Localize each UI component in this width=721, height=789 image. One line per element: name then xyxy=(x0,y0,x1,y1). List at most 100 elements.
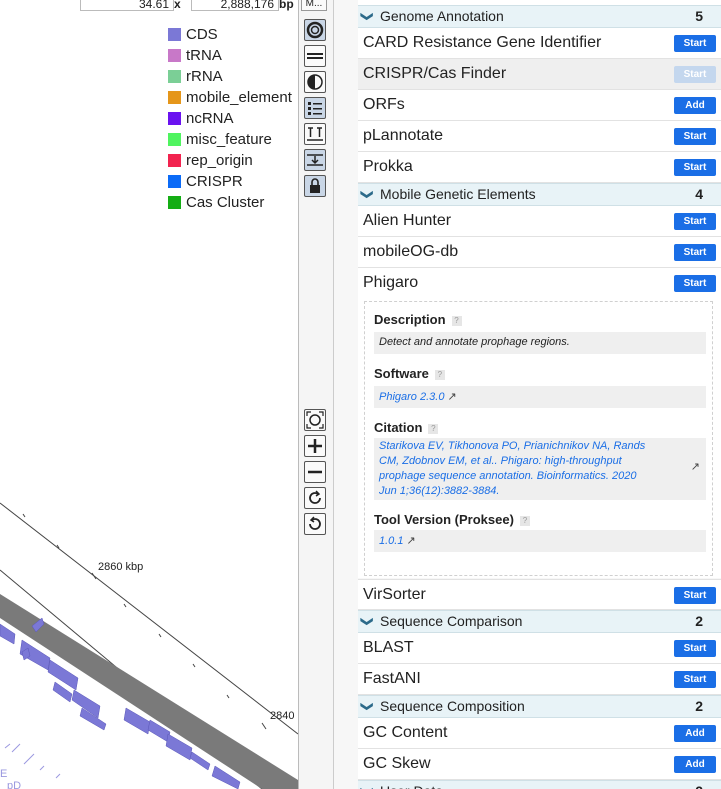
legend-label: CDS xyxy=(186,26,218,43)
start-button[interactable]: Start xyxy=(674,587,716,604)
citation-line[interactable]: Jun 1;36(12):3882-3884. xyxy=(379,485,500,497)
section-header-mobile-genetic-elements[interactable]: ❯ Mobile Genetic Elements 4 xyxy=(358,183,721,206)
legend-item-trna[interactable]: tRNA xyxy=(168,45,292,66)
section-title: Sequence Composition xyxy=(380,698,525,714)
tool-row-phigaro: Phigaro Start xyxy=(358,268,721,299)
legend-item-mobile-element[interactable]: mobile_element xyxy=(168,87,292,108)
zoom-out-icon[interactable] xyxy=(304,461,326,483)
lock-icon[interactable] xyxy=(304,175,326,197)
add-button[interactable]: Add xyxy=(674,725,716,742)
tool-row-fastani: FastANI Start xyxy=(358,664,721,695)
tool-row-plannotate: pLannotate Start xyxy=(358,121,721,152)
linear-format-icon[interactable] xyxy=(304,45,326,67)
map-toolbar: M... xyxy=(299,0,334,789)
zoom-field[interactable]: 34.61 xyxy=(80,0,174,11)
description-heading: Description? xyxy=(374,312,462,327)
tool-version-heading: Tool Version (Proksee)? xyxy=(374,512,530,527)
legend-label: Cas Cluster xyxy=(186,194,265,211)
genome-map-graphic xyxy=(0,502,298,789)
chevron-down-icon: ❯ xyxy=(360,701,375,712)
start-button[interactable]: Start xyxy=(674,244,716,261)
section-header-sequence-comparison[interactable]: ❯ Sequence Comparison 2 xyxy=(358,610,721,633)
start-button-disabled: Start xyxy=(674,66,716,83)
move-track-icon[interactable] xyxy=(304,149,326,171)
add-button[interactable]: Add xyxy=(674,756,716,773)
position-field[interactable]: 2,888,176 xyxy=(191,0,279,11)
add-button[interactable]: Add xyxy=(674,97,716,114)
section-header-sequence-composition[interactable]: ❯ Sequence Composition 2 xyxy=(358,695,721,718)
tool-row-card: CARD Resistance Gene Identifier Start xyxy=(358,28,721,59)
tool-row-mobileog-db: mobileOG-db Start xyxy=(358,237,721,268)
start-button[interactable]: Start xyxy=(674,275,716,292)
external-link-icon[interactable]: ↗ xyxy=(406,535,416,547)
external-link-icon[interactable]: ↗ xyxy=(690,461,700,473)
legend-label: ncRNA xyxy=(186,110,234,127)
help-icon[interactable]: ? xyxy=(451,316,462,326)
legend-swatch xyxy=(168,112,181,125)
citation-line[interactable]: CM, Zdobnov EM, et al.. Phigaro: high-th… xyxy=(379,455,622,467)
tool-label: mobileOG-db xyxy=(363,243,459,260)
legend-swatch xyxy=(168,91,181,104)
legend-label: misc_feature xyxy=(186,131,272,148)
section-header-user-data[interactable]: ❯ User Data 2 xyxy=(358,780,721,789)
zoom-in-icon[interactable] xyxy=(304,435,326,457)
legend-item-ncrna[interactable]: ncRNA xyxy=(168,108,292,129)
start-button[interactable]: Start xyxy=(674,159,716,176)
circular-format-icon[interactable] xyxy=(304,19,326,41)
legend-item-cas-cluster[interactable]: Cas Cluster xyxy=(168,192,292,213)
tool-row-prokka: Prokka Start xyxy=(358,152,721,183)
inner-feature-marks xyxy=(4,743,61,779)
legend-swatch xyxy=(168,133,181,146)
tool-label: CARD Resistance Gene Identifier xyxy=(363,34,602,51)
tool-label: VirSorter xyxy=(363,586,426,603)
legend-item-crispr[interactable]: CRISPR xyxy=(168,171,292,192)
legend-item-misc-feature[interactable]: misc_feature xyxy=(168,129,292,150)
section-count: 5 xyxy=(695,8,703,24)
start-button[interactable]: Start xyxy=(674,671,716,688)
section-title: Genome Annotation xyxy=(380,8,504,24)
rotate-clockwise-icon[interactable] xyxy=(304,487,326,509)
legend-swatch xyxy=(168,154,181,167)
version-link[interactable]: 1.0.1 xyxy=(379,535,404,547)
help-icon[interactable]: ? xyxy=(519,516,530,526)
start-button[interactable]: Start xyxy=(674,35,716,52)
legend-swatch xyxy=(168,49,181,62)
map-canvas[interactable]: 34.61 x 2,888,176 bp xyxy=(0,0,299,789)
tool-row-orfs: ORFs Add xyxy=(358,90,721,121)
start-button[interactable]: Start xyxy=(674,213,716,230)
external-link-icon[interactable]: ↗ xyxy=(447,391,457,403)
zoom-unit: x xyxy=(174,0,181,11)
backbone-ticks xyxy=(22,513,267,730)
legend-label: mobile_element xyxy=(186,89,292,106)
rotate-counterclockwise-icon[interactable] xyxy=(304,513,326,535)
software-link[interactable]: Phigaro 2.3.0 xyxy=(379,391,445,403)
citation-line[interactable]: Starikova EV, Tikhonova PO, Prianichniko… xyxy=(379,440,646,452)
section-header-genome-annotation[interactable]: ❯ Genome Annotation 5 xyxy=(358,5,721,28)
tool-label: Phigaro xyxy=(363,274,419,291)
legend-item-rrna[interactable]: rRNA xyxy=(168,66,292,87)
tool-row-blast: BLAST Start xyxy=(358,633,721,664)
legend-toggle-icon[interactable] xyxy=(304,97,326,119)
invert-colors-icon[interactable] xyxy=(304,71,326,93)
start-button[interactable]: Start xyxy=(674,128,716,145)
legend-item-cds[interactable]: CDS xyxy=(168,24,292,45)
reset-view-icon[interactable] xyxy=(304,409,326,431)
citation-line[interactable]: prophage sequence annotation. Bioinforma… xyxy=(379,470,637,482)
citation-value: Starikova EV, Tikhonova PO, Prianichniko… xyxy=(374,438,706,500)
software-value: Phigaro 2.3.0 ↗ xyxy=(374,386,706,408)
start-button[interactable]: Start xyxy=(674,640,716,657)
section-count: 2 xyxy=(695,613,703,629)
legend-label: rRNA xyxy=(186,68,223,85)
label-toggle-icon[interactable] xyxy=(304,123,326,145)
tool-label: Alien Hunter xyxy=(363,212,452,229)
tool-row-gc-skew: GC Skew Add xyxy=(358,749,721,780)
legend-label: CRISPR xyxy=(186,173,243,190)
legend-swatch xyxy=(168,196,181,209)
citation-heading: Citation? xyxy=(374,420,439,435)
help-icon[interactable]: ? xyxy=(428,424,439,434)
help-icon[interactable]: ? xyxy=(434,370,445,380)
legend-item-rep-origin[interactable]: rep_origin xyxy=(168,150,292,171)
map-menu-button[interactable]: M... xyxy=(301,0,327,11)
tool-row-virsorter: VirSorter Start xyxy=(358,579,721,610)
legend-label: rep_origin xyxy=(186,152,253,169)
